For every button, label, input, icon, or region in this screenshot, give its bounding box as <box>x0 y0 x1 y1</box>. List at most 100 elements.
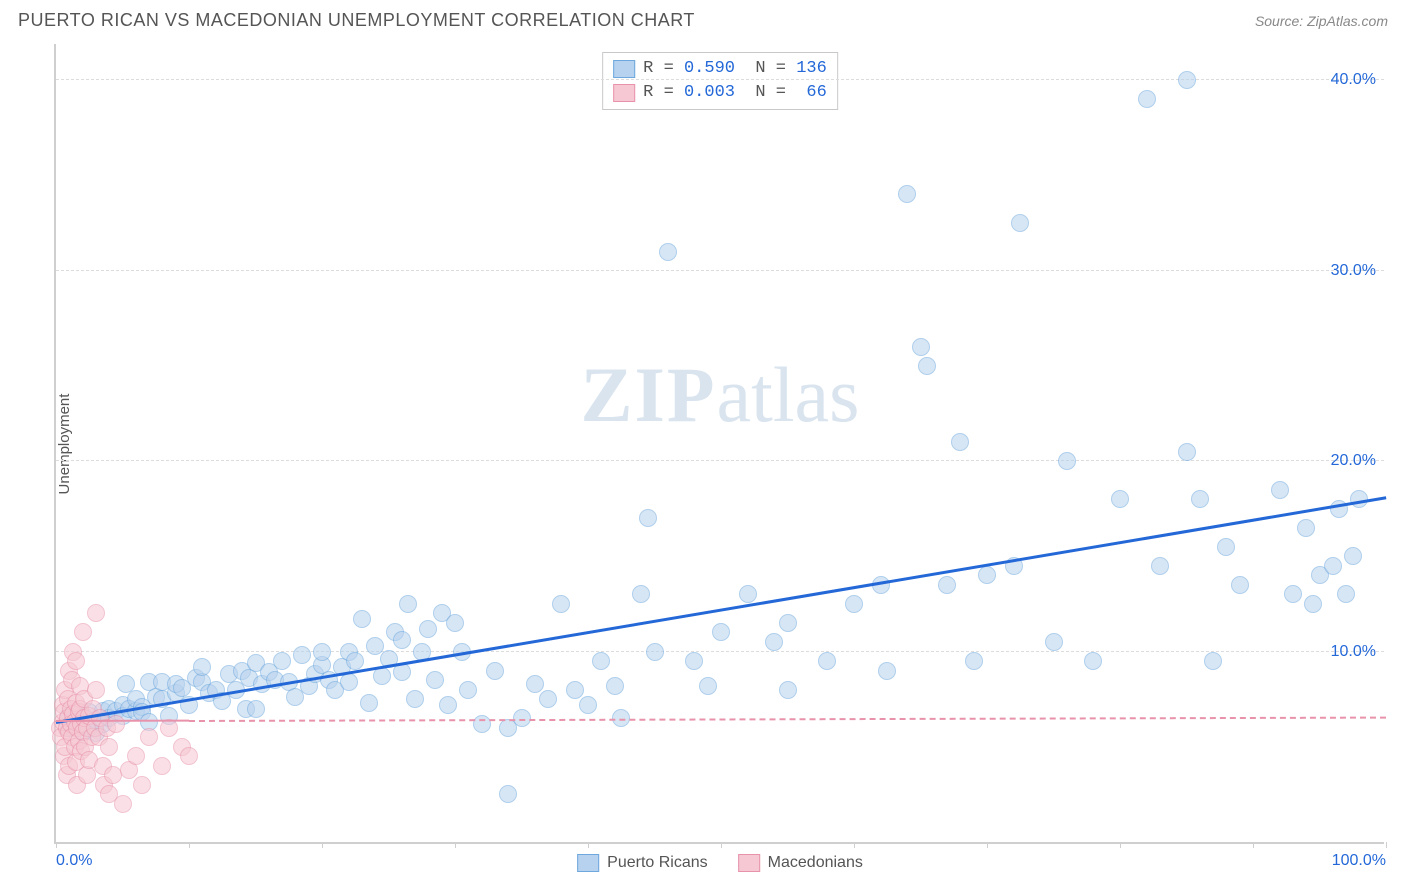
x-tick <box>588 842 589 848</box>
data-point <box>346 652 364 670</box>
data-point <box>539 690 557 708</box>
y-tick-label: 10.0% <box>1331 643 1376 661</box>
data-point <box>114 795 132 813</box>
data-point <box>765 633 783 651</box>
data-point <box>1084 652 1102 670</box>
data-point <box>446 614 464 632</box>
legend-item: Puerto Ricans <box>577 854 708 872</box>
x-tick <box>56 842 57 848</box>
legend-row: R = 0.590 N = 136 <box>613 57 827 81</box>
x-tick <box>1386 842 1387 848</box>
y-tick-label: 40.0% <box>1331 71 1376 89</box>
data-point <box>898 185 916 203</box>
data-point <box>1204 652 1222 670</box>
data-point <box>340 673 358 691</box>
data-point <box>878 662 896 680</box>
data-point <box>140 728 158 746</box>
chart-title: PUERTO RICAN VS MACEDONIAN UNEMPLOYMENT … <box>18 10 695 31</box>
data-point <box>180 747 198 765</box>
legend-swatch <box>613 60 635 78</box>
data-point <box>918 357 936 375</box>
data-point <box>818 652 836 670</box>
legend-swatch <box>738 854 760 872</box>
data-point <box>632 585 650 603</box>
legend-label: Puerto Ricans <box>607 854 708 872</box>
data-point <box>1011 214 1029 232</box>
data-point <box>127 747 145 765</box>
y-tick-label: 30.0% <box>1331 262 1376 280</box>
data-point <box>1344 547 1362 565</box>
source-label: Source: ZipAtlas.com <box>1255 13 1388 29</box>
data-point <box>100 738 118 756</box>
data-point <box>579 696 597 714</box>
data-point <box>639 509 657 527</box>
data-point <box>273 652 291 670</box>
data-point <box>978 566 996 584</box>
y-tick-label: 20.0% <box>1331 452 1376 470</box>
legend-swatch <box>577 854 599 872</box>
x-tick <box>721 842 722 848</box>
data-point <box>1191 490 1209 508</box>
x-tick <box>322 842 323 848</box>
regression-line <box>56 720 189 722</box>
gridline <box>56 651 1384 652</box>
data-point <box>153 757 171 775</box>
data-point <box>526 675 544 693</box>
data-point <box>606 677 624 695</box>
data-point <box>739 585 757 603</box>
legend-label: Macedonians <box>768 854 863 872</box>
data-point <box>107 715 125 733</box>
data-point <box>193 658 211 676</box>
data-point <box>912 338 930 356</box>
data-point <box>87 681 105 699</box>
data-point <box>78 766 96 784</box>
regression-line <box>56 496 1386 724</box>
data-point <box>360 694 378 712</box>
data-point <box>426 671 444 689</box>
data-point <box>247 700 265 718</box>
data-point <box>353 610 371 628</box>
data-point <box>499 785 517 803</box>
data-point <box>699 677 717 695</box>
data-point <box>1271 481 1289 499</box>
data-point <box>1045 633 1063 651</box>
x-tick-label: 100.0% <box>1332 852 1386 870</box>
data-point <box>473 715 491 733</box>
x-tick <box>189 842 190 848</box>
data-point <box>1217 538 1235 556</box>
data-point <box>1111 490 1129 508</box>
data-point <box>419 620 437 638</box>
x-tick-label: 0.0% <box>56 852 92 870</box>
data-point <box>779 614 797 632</box>
data-point <box>1324 557 1342 575</box>
data-point <box>1284 585 1302 603</box>
x-tick <box>987 842 988 848</box>
data-point <box>1297 519 1315 537</box>
data-point <box>712 623 730 641</box>
data-point <box>67 652 85 670</box>
data-point <box>938 576 956 594</box>
data-point <box>646 643 664 661</box>
data-point <box>393 631 411 649</box>
legend-row: R = 0.003 N = 66 <box>613 81 827 105</box>
data-point <box>659 243 677 261</box>
data-point <box>293 646 311 664</box>
x-tick <box>1253 842 1254 848</box>
data-point <box>399 595 417 613</box>
chart-container: Unemployment ZIPatlas R = 0.590 N = 136R… <box>48 44 1388 844</box>
data-point <box>133 776 151 794</box>
data-point <box>486 662 504 680</box>
data-point <box>406 690 424 708</box>
data-point <box>1138 90 1156 108</box>
data-point <box>87 604 105 622</box>
data-point <box>459 681 477 699</box>
plot-area: ZIPatlas R = 0.590 N = 136R = 0.003 N = … <box>54 44 1384 844</box>
data-point <box>779 681 797 699</box>
data-point <box>439 696 457 714</box>
x-tick <box>455 842 456 848</box>
data-point <box>1058 452 1076 470</box>
regression-line <box>189 716 1386 721</box>
data-point <box>1337 585 1355 603</box>
data-point <box>685 652 703 670</box>
watermark: ZIPatlas <box>581 350 860 440</box>
